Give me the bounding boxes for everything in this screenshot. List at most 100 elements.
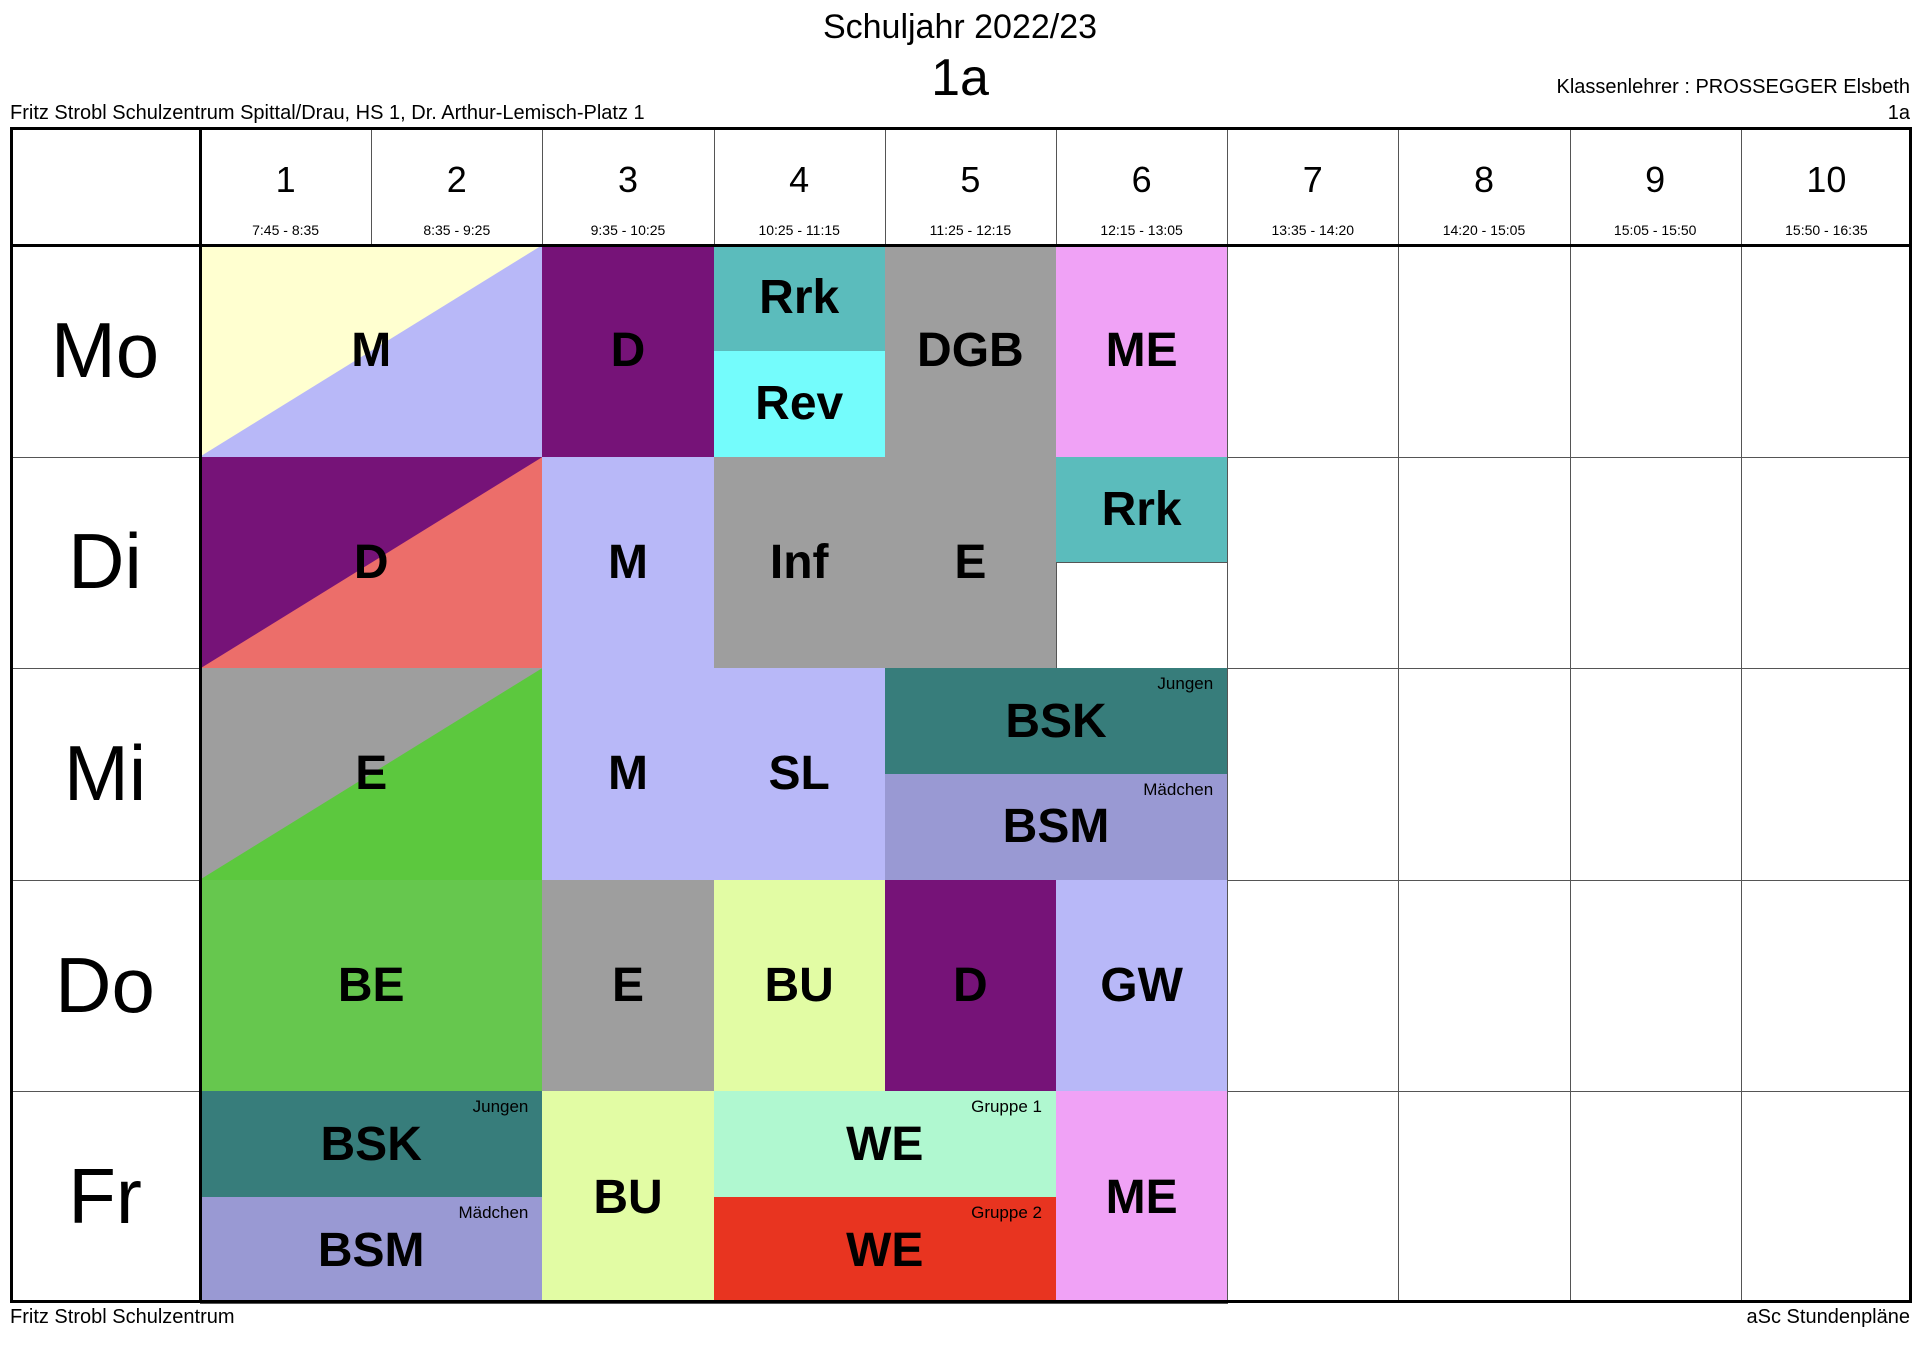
subject-label: E xyxy=(611,959,644,1013)
subject-label: D xyxy=(353,535,389,589)
subject-label: ME xyxy=(1105,324,1178,378)
lesson-cell[interactable]: WE Gruppe 2 xyxy=(713,1197,1057,1304)
class-name: 1a xyxy=(931,49,989,107)
period-time: 14:20 - 15:05 xyxy=(1442,222,1526,238)
day-label-do: Do xyxy=(55,940,155,1029)
header-separator xyxy=(10,244,1912,247)
footer-school: Fritz Strobl Schulzentrum xyxy=(10,1306,235,1328)
period-time: 15:50 - 16:35 xyxy=(1785,222,1868,238)
subject-label: M xyxy=(607,535,648,589)
lesson-cell[interactable]: Rrk xyxy=(1056,456,1229,564)
grid-line xyxy=(1398,127,1400,1303)
period-time: 8:35 - 9:25 xyxy=(423,222,491,238)
subject-label: BSM xyxy=(317,1223,425,1277)
subject-label: BU xyxy=(593,1170,663,1224)
lesson-cell[interactable]: BSK Jungen xyxy=(884,668,1229,775)
period-number: 10 xyxy=(1806,159,1847,200)
period-number: 9 xyxy=(1645,159,1666,200)
lesson-cell[interactable]: BU xyxy=(713,879,886,1093)
grid-line xyxy=(1740,127,1742,1303)
group-label: Mädchen xyxy=(1143,780,1214,799)
subject-label: D xyxy=(953,959,988,1013)
lesson-cell[interactable]: BSM Mädchen xyxy=(884,774,1229,881)
subject-label: Rrk xyxy=(759,271,840,325)
lesson-cell[interactable]: D xyxy=(884,879,1057,1093)
lesson-cell[interactable]: BE xyxy=(200,879,544,1093)
subject-label: M xyxy=(607,747,648,801)
subject-label: WE xyxy=(846,1117,924,1171)
lesson-cell[interactable]: ME xyxy=(1056,1091,1229,1304)
period-number: 2 xyxy=(446,159,467,200)
lesson-cell[interactable]: ME xyxy=(1056,245,1229,458)
period-time: 13:35 - 14:20 xyxy=(1271,222,1355,238)
group-label: Mädchen xyxy=(458,1203,529,1223)
lesson-cell[interactable]: Rev xyxy=(713,350,886,458)
timetable-grid: 1 7:45 - 8:35 2 8:35 - 9:25 3 9:35 - 10:25 4 10… xyxy=(10,127,1912,1304)
subject-label: Rev xyxy=(755,377,844,431)
subject-label: E xyxy=(355,747,388,801)
subject-label: BSK xyxy=(320,1117,422,1171)
period-time: 12:15 - 13:05 xyxy=(1100,222,1183,238)
period-number: 3 xyxy=(617,159,638,200)
lesson-cell[interactable]: BSM Mädchen xyxy=(200,1197,544,1304)
lesson-cell[interactable]: M xyxy=(542,668,715,881)
period-number: 8 xyxy=(1473,159,1494,200)
lesson-cell[interactable]: E xyxy=(200,668,544,881)
class-label-right: 1a xyxy=(1887,102,1910,124)
footer-software: aSc Stundenpläne xyxy=(1746,1306,1910,1328)
lesson-cell[interactable]: BU xyxy=(542,1091,715,1304)
day-label-mi: Mi xyxy=(63,729,147,817)
subject-label: Rrk xyxy=(1101,482,1182,536)
period-time: 10:25 - 11:15 xyxy=(758,222,840,238)
timetable-title: Schuljahr 2022/23 xyxy=(822,8,1098,46)
day-label-fr: Fr xyxy=(68,1152,142,1241)
subject-label: E xyxy=(954,535,987,589)
period-number: 5 xyxy=(960,159,981,200)
subject-label: GW xyxy=(1100,959,1183,1013)
lesson-cell[interactable]: D xyxy=(200,456,544,670)
group-label: Jungen xyxy=(472,1097,529,1117)
school-address: Fritz Strobl Schulzentrum Spittal/Drau, … xyxy=(10,102,645,124)
lesson-cell[interactable]: BSK Jungen xyxy=(200,1091,544,1199)
day-label-di: Di xyxy=(68,517,142,606)
group-label: Jungen xyxy=(1157,674,1214,694)
lesson-cell[interactable]: DGB xyxy=(884,245,1057,458)
diagonal-split xyxy=(200,456,543,669)
group-label: Gruppe 2 xyxy=(971,1203,1042,1223)
subject-label: BSM xyxy=(1002,800,1110,854)
period-number: 4 xyxy=(789,159,810,200)
diagonal-split xyxy=(200,245,543,457)
diagonal-split xyxy=(200,668,543,880)
subject-label: ME xyxy=(1105,1170,1178,1224)
class-teacher: Klassenlehrer : PROSSEGGER Elsbeth xyxy=(1556,76,1910,98)
period-time: 11:25 - 12:15 xyxy=(929,222,1012,238)
period-number: 7 xyxy=(1302,159,1323,200)
subject-label: D xyxy=(610,324,646,378)
lesson-cell[interactable]: GW xyxy=(1056,879,1229,1093)
lesson-cell[interactable]: WE Gruppe 1 xyxy=(713,1091,1057,1199)
subject-label: BE xyxy=(337,959,405,1013)
period-time: 9:35 - 10:25 xyxy=(590,222,666,238)
lesson-cell[interactable]: Inf xyxy=(713,456,886,670)
period-number: 6 xyxy=(1131,159,1152,200)
period-number: 1 xyxy=(275,159,296,200)
lesson-cell[interactable]: M xyxy=(200,245,544,458)
lesson-cell[interactable]: D xyxy=(542,245,715,458)
subject-label: DGB xyxy=(917,324,1024,378)
subject-label: WE xyxy=(846,1223,924,1277)
period-time: 15:05 - 15:50 xyxy=(1613,222,1697,238)
lesson-cell[interactable]: M xyxy=(542,456,715,670)
grid-line xyxy=(1569,127,1571,1303)
subject-label: Inf xyxy=(769,535,829,589)
lesson-cell[interactable]: SL xyxy=(713,668,886,881)
subject-label: M xyxy=(351,324,392,378)
group-label: Gruppe 1 xyxy=(971,1097,1042,1117)
subject-label: SL xyxy=(768,747,830,801)
day-label-mo: Mo xyxy=(50,305,160,394)
day-column-separator xyxy=(199,127,202,1303)
subject-label: BSK xyxy=(1005,694,1107,748)
period-time: 7:45 - 8:35 xyxy=(252,222,320,238)
lesson-cell[interactable]: Rrk xyxy=(713,245,886,352)
lesson-cell[interactable]: E xyxy=(884,456,1057,670)
lesson-cell[interactable]: E xyxy=(542,879,715,1093)
